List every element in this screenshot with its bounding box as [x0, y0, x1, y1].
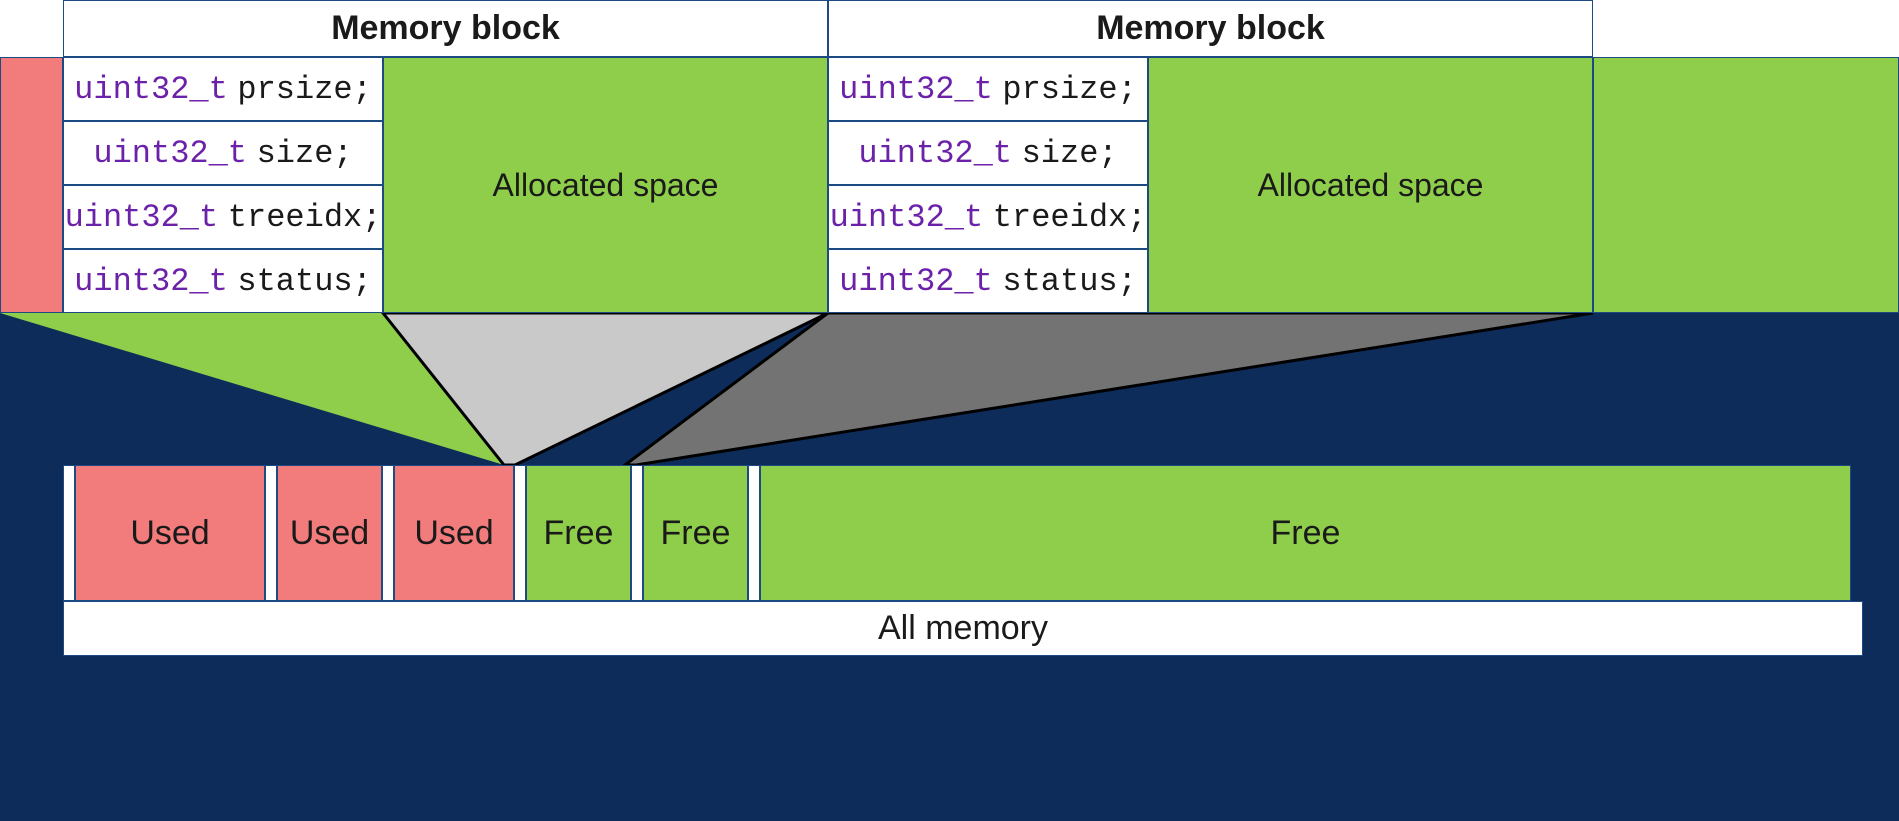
struct-field: uint32_ttreeidx; — [828, 185, 1148, 249]
field-name: status — [237, 263, 352, 300]
struct-field: uint32_tprsize; — [828, 57, 1148, 121]
struct-field: uint32_t size; — [828, 121, 1148, 185]
struct-field: uint32_ttreeidx; — [63, 185, 383, 249]
memory-segment-free: Free — [643, 465, 748, 601]
field-type: uint32_t — [74, 263, 228, 300]
semicolon: ; — [353, 263, 372, 300]
struct-field: uint32_t size; — [63, 121, 383, 185]
field-type: uint32_t — [74, 71, 228, 108]
field-type: uint32_t — [65, 199, 219, 236]
field-type: uint32_t — [830, 199, 984, 236]
field-type: uint32_t — [839, 71, 993, 108]
field-name: treeidx — [228, 199, 362, 236]
memory-segment-free: Free — [760, 465, 1851, 601]
next-block-sliver — [1593, 57, 1899, 313]
struct-field: uint32_tprsize; — [63, 57, 383, 121]
field-name: size — [1022, 135, 1099, 172]
field-type: uint32_t — [839, 263, 993, 300]
allocated-space: Allocated space — [383, 57, 828, 313]
all-memory-label: All memory — [63, 601, 1863, 656]
struct-field: uint32_tstatus; — [828, 249, 1148, 313]
memory-block-title: Memory block — [63, 0, 828, 57]
memory-segment-used: Used — [394, 465, 514, 601]
semicolon: ; — [1118, 71, 1137, 108]
field-name: prsize — [237, 71, 352, 108]
block-header-marker — [265, 465, 277, 601]
memory-segment-free: Free — [526, 465, 631, 601]
field-type: uint32_t — [858, 135, 1012, 172]
semicolon: ; — [1118, 263, 1137, 300]
memory-block-title: Memory block — [828, 0, 1593, 57]
field-name: prsize — [1002, 71, 1117, 108]
block-header-marker — [63, 465, 75, 601]
struct-field: uint32_tstatus; — [63, 249, 383, 313]
field-name: treeidx — [993, 199, 1127, 236]
semicolon: ; — [353, 71, 372, 108]
block-header-marker — [382, 465, 394, 601]
allocated-space: Allocated space — [1148, 57, 1593, 313]
memory-segment-used: Used — [277, 465, 382, 601]
field-name: size — [257, 135, 334, 172]
semicolon: ; — [362, 199, 381, 236]
semicolon: ; — [1127, 199, 1146, 236]
field-name: status — [1002, 263, 1117, 300]
memory-segment-used: Used — [75, 465, 265, 601]
block-header-marker — [631, 465, 643, 601]
semicolon: ; — [1098, 135, 1117, 172]
block-header-marker — [514, 465, 526, 601]
field-type: uint32_t — [93, 135, 247, 172]
semicolon: ; — [333, 135, 352, 172]
prev-block-sliver — [0, 57, 63, 313]
block-header-marker — [748, 465, 760, 601]
